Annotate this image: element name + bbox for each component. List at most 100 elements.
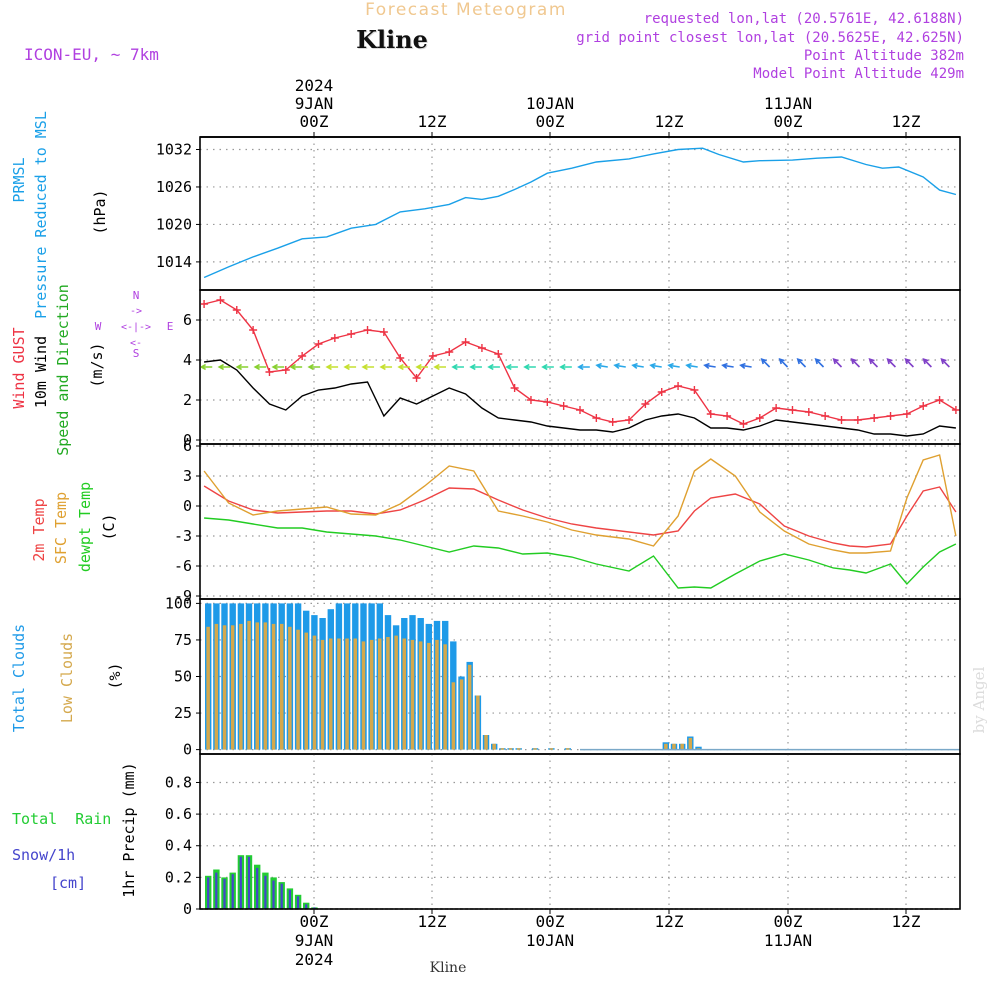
precip-rain-label: Total Rain: [12, 810, 111, 828]
y-tick-label: 0.8: [165, 773, 192, 791]
panel-plot: [205, 603, 960, 751]
wind-direction-arrow: [505, 363, 518, 371]
series-line: [203, 147, 957, 279]
wind-10m-label: 10m Wind: [32, 336, 50, 408]
low-cloud-bar: [239, 623, 243, 750]
panel-plot: [200, 855, 960, 910]
y-tick-label: -6: [174, 557, 192, 575]
low-cloud-bar: [329, 638, 333, 750]
snow-bar: [264, 875, 267, 909]
wind-direction-arrow: [201, 363, 213, 371]
low-cloud-bar: [402, 638, 406, 750]
top-date-label: 9JAN: [295, 94, 334, 113]
series-line: [203, 485, 957, 548]
gust-marker: [494, 350, 503, 358]
low-cloud-bar: [492, 743, 496, 750]
location-title: Kline: [356, 25, 428, 54]
gust-marker: [870, 414, 879, 422]
pressure-label-prmsl: PRMSL: [10, 157, 28, 202]
wind-direction-arrow: [397, 363, 411, 371]
series-line: [204, 517, 957, 589]
top-tick-label: 12Z: [655, 112, 684, 131]
bottom-date-label: 11JAN: [764, 931, 812, 950]
y-tick-label: 0.6: [165, 805, 192, 823]
bottom-tick-label: 12Z: [892, 912, 921, 931]
y-tick-label: 1020: [156, 215, 192, 233]
y-tick-label: 3: [183, 467, 192, 485]
low-cloud-bar: [443, 644, 447, 750]
model-label: ICON-EU, ~ 7km: [24, 45, 159, 64]
compass-cross-up: ->: [130, 306, 142, 317]
low-cloud-bar: [476, 695, 480, 750]
top-date-label: 10JAN: [526, 94, 574, 113]
bottom-tick-label: 00Z: [300, 912, 329, 931]
compass-n: N: [133, 289, 140, 302]
panel-grid: 0 2 4 6: [183, 290, 960, 449]
top-date-label: 11JAN: [764, 94, 812, 113]
wind-direction-arrow: [703, 362, 716, 369]
y-tick-label: 1026: [156, 178, 192, 196]
low-cloud-bar: [435, 639, 439, 750]
snow-bar: [231, 874, 234, 909]
chart-title: Forecast Meteogram: [365, 0, 567, 20]
low-cloud-bar: [566, 748, 570, 750]
y-tick-label: -3: [174, 527, 192, 545]
panel-plot: [203, 147, 957, 279]
gust-marker: [477, 344, 486, 352]
gust-marker: [821, 412, 830, 420]
plot-layer: 10141020102610320246-9-6-303602550751000…: [156, 132, 961, 918]
wind-direction-arrow: [940, 358, 950, 368]
gust-marker: [379, 328, 388, 336]
low-cloud-bar: [296, 629, 300, 750]
panel-plot: [203, 454, 957, 589]
gust-marker: [330, 334, 339, 342]
wind-direction-arrow: [667, 362, 680, 369]
bottom-tick-label: 00Z: [774, 912, 803, 931]
gust-marker: [543, 398, 552, 406]
top-year-label: 2024: [295, 76, 334, 95]
wind-direction-arrow: [832, 358, 843, 368]
low-cloud-bar: [255, 622, 259, 750]
wind-direction-arrow: [868, 358, 879, 368]
gust-marker: [559, 402, 568, 410]
panel-frame: [199, 753, 961, 910]
wind-direction-arrow: [271, 363, 285, 371]
requested-coords: requested lon,lat (20.5761E, 42.6188N): [644, 11, 964, 27]
low-cloud-bar: [304, 632, 308, 750]
gust-marker: [347, 330, 356, 338]
top-tick-label: 00Z: [774, 112, 803, 131]
wind-direction-arrow: [235, 363, 249, 371]
wind-direction-arrow: [559, 363, 572, 371]
top-tick-label: 00Z: [536, 112, 565, 131]
series-line: [204, 359, 956, 437]
panel-grid: 0 25 50 75 100: [165, 594, 960, 759]
pressure-label-msl: Pressure Reduced to MSL: [32, 111, 50, 319]
credit-watermark: by Angel: [970, 666, 988, 733]
wind-direction-arrow: [595, 362, 608, 369]
wind-direction-arrow: [886, 358, 897, 368]
gust-marker: [674, 382, 683, 390]
gust-marker: [625, 416, 634, 424]
gust-marker: [755, 414, 764, 422]
location-shadow: Kline: [357, 26, 429, 55]
snow-bar: [288, 890, 291, 909]
wind-direction-arrow: [760, 358, 771, 368]
gust-marker: [706, 410, 715, 418]
low-cloud-bar: [353, 638, 357, 750]
model-point-altitude: Model Point Altitude 429m: [753, 66, 964, 82]
cloud-total-label: Total Clouds: [10, 624, 28, 732]
compass-w: W: [95, 320, 102, 333]
gust-marker: [657, 388, 666, 396]
wind-direction-arrow: [796, 358, 807, 368]
bottom-year-label: 2024: [295, 950, 334, 969]
y-tick-label: 2: [183, 391, 192, 409]
gust-marker: [412, 374, 421, 382]
snow-bar: [223, 878, 226, 909]
gust-marker: [396, 354, 405, 362]
gust-marker: [576, 406, 584, 414]
gust-marker: [428, 352, 437, 360]
low-cloud-bar: [394, 635, 398, 750]
panel-grid: -9 -6 -3 0 3 6: [174, 437, 960, 605]
low-cloud-bar: [206, 626, 210, 750]
wind-direction-arrow: [739, 362, 752, 369]
